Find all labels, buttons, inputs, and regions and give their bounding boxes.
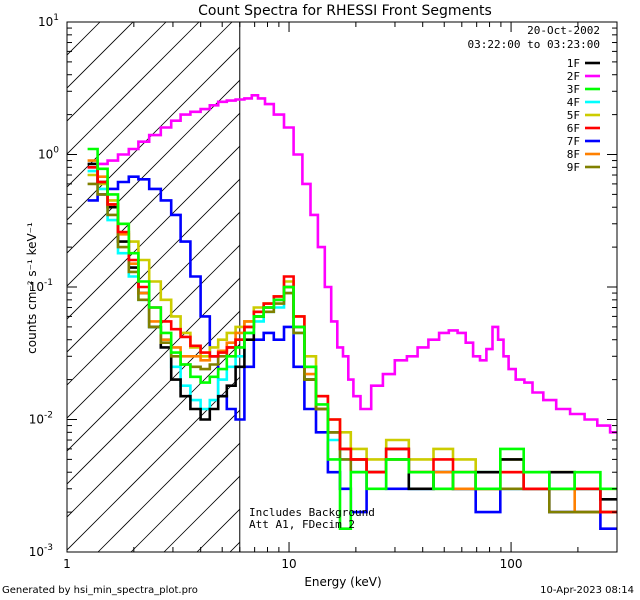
series-line-3f: [87, 147, 617, 530]
hatch-line: [67, 22, 233, 188]
series-line-7f: [87, 175, 617, 530]
hatch-line: [67, 277, 240, 452]
time-range-label: 03:22:00 to 03:23:00: [468, 38, 600, 51]
y-tick-label: 10-1: [29, 278, 53, 294]
chart-title: Count Spectra for RHESSI Front Segments: [198, 3, 492, 19]
y-axis-label: counts cm⁻² s⁻¹ keV⁻¹: [25, 222, 39, 354]
hatch-line: [67, 46, 240, 221]
footer-timestamp: 10-Apr-2023 08:14: [540, 585, 634, 596]
legend-label-6f: 6F: [567, 122, 580, 135]
legend-label-3f: 3F: [567, 83, 580, 96]
axis-ticks: [66, 22, 618, 553]
y-tick-label: 10-2: [29, 411, 53, 427]
x-tick-labels: 1 10 100: [63, 557, 522, 571]
hatch-line: [67, 22, 200, 155]
legend-label-8f: 8F: [567, 148, 580, 161]
legend-label-4f: 4F: [567, 96, 580, 109]
hatch-line: [67, 376, 240, 551]
background-hatch-region: [67, 22, 240, 552]
date-label: 20-Oct-2002: [527, 24, 600, 37]
legend-label-9f: 9F: [567, 161, 580, 174]
legend-label-5f: 5F: [567, 109, 580, 122]
series-line-2f: [87, 94, 617, 434]
legend-label-1f: 1F: [567, 57, 580, 70]
hatch-line: [97, 409, 240, 552]
hatch-line: [67, 145, 240, 320]
hatch-line: [67, 22, 167, 122]
hatch-line: [67, 310, 240, 485]
x-tick-label: 100: [500, 557, 523, 571]
hatch-line: [130, 442, 240, 552]
x-axis-label: Energy (keV): [304, 575, 381, 589]
hatch-line: [67, 343, 240, 518]
hatch-line: [67, 178, 240, 353]
legend-label-2f: 2F: [567, 70, 580, 83]
x-tick-label: 1: [63, 557, 71, 571]
hatch-line: [67, 244, 240, 419]
legend-label-7f: 7F: [567, 135, 580, 148]
footer-generated-by: Generated by hsi_min_spectra_plot.pro: [2, 585, 198, 596]
x-tick-label: 10: [281, 557, 296, 571]
series-layer: [87, 94, 617, 530]
hatch-line: [67, 211, 240, 386]
y-tick-labels: 101 100 10-1 10-2 10-3: [29, 13, 60, 559]
y-tick-label: 100: [38, 146, 59, 162]
annotation-background: Includes Background: [249, 506, 375, 519]
annotation-attenuator: Att A1, FDecim 2: [249, 518, 355, 531]
y-tick-label: 101: [38, 13, 59, 29]
y-tick-label: 10-3: [29, 543, 53, 559]
